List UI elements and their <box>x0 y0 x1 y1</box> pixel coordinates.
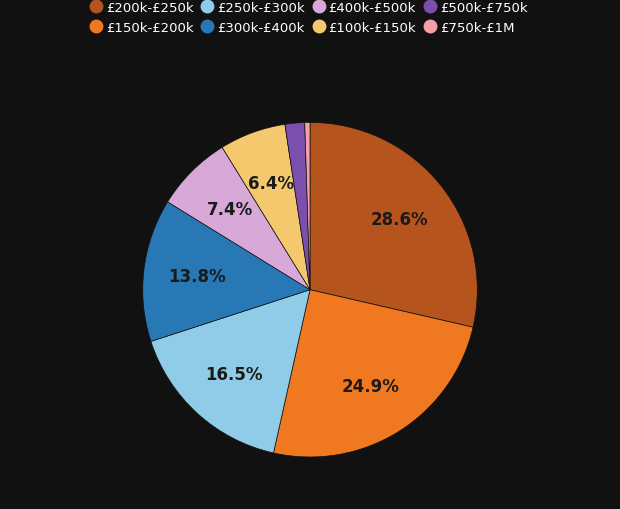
Wedge shape <box>143 203 310 342</box>
Text: 13.8%: 13.8% <box>168 268 226 286</box>
Wedge shape <box>151 290 310 453</box>
Wedge shape <box>167 148 310 290</box>
Text: 7.4%: 7.4% <box>206 201 253 219</box>
Legend: £200k-£250k, £150k-£200k, £250k-£300k, £300k-£400k, £400k-£500k, £100k-£150k, £5: £200k-£250k, £150k-£200k, £250k-£300k, £… <box>87 0 533 40</box>
Wedge shape <box>305 123 310 290</box>
Text: 24.9%: 24.9% <box>342 377 399 395</box>
Text: 6.4%: 6.4% <box>248 175 294 192</box>
Wedge shape <box>310 123 477 328</box>
Text: 16.5%: 16.5% <box>205 365 262 383</box>
Wedge shape <box>285 123 310 290</box>
Text: 28.6%: 28.6% <box>370 210 428 229</box>
Wedge shape <box>273 290 473 457</box>
Wedge shape <box>222 125 310 290</box>
